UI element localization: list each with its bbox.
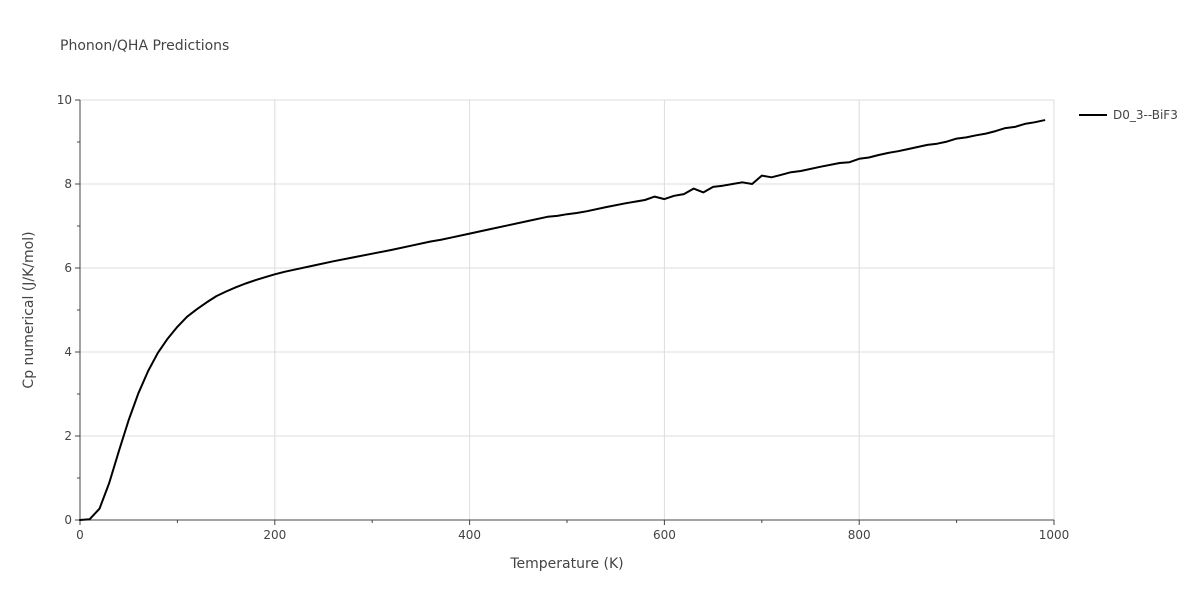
x-tick-label: 0 bbox=[76, 528, 84, 542]
y-tick-label: 2 bbox=[64, 429, 72, 443]
x-tick-label: 800 bbox=[848, 528, 871, 542]
x-axis-title: Temperature (K) bbox=[509, 556, 623, 572]
y-tick-label: 10 bbox=[57, 93, 72, 107]
y-axis-title: Cp numerical (J/K/mol) bbox=[21, 231, 37, 388]
chart-title: Phonon/QHA Predictions bbox=[60, 38, 229, 54]
x-tick-label: 1000 bbox=[1039, 528, 1070, 542]
legend[interactable]: D0_3--BiF3 bbox=[1079, 108, 1178, 122]
y-tick-label: 8 bbox=[64, 177, 72, 191]
x-tick-label: 200 bbox=[263, 528, 286, 542]
series-group bbox=[79, 119, 1046, 521]
gridlines bbox=[80, 99, 1055, 520]
y-tick-label: 4 bbox=[64, 345, 72, 359]
legend-label: D0_3--BiF3 bbox=[1113, 108, 1178, 122]
y-tick-label: 0 bbox=[64, 513, 72, 527]
y-tick-label: 6 bbox=[64, 261, 72, 275]
x-tick-label: 400 bbox=[458, 528, 481, 542]
series-line bbox=[79, 119, 1046, 521]
x-axis-ticks: 0 200 400 600 800 1000 bbox=[76, 520, 1069, 542]
x-tick-label: 600 bbox=[653, 528, 676, 542]
